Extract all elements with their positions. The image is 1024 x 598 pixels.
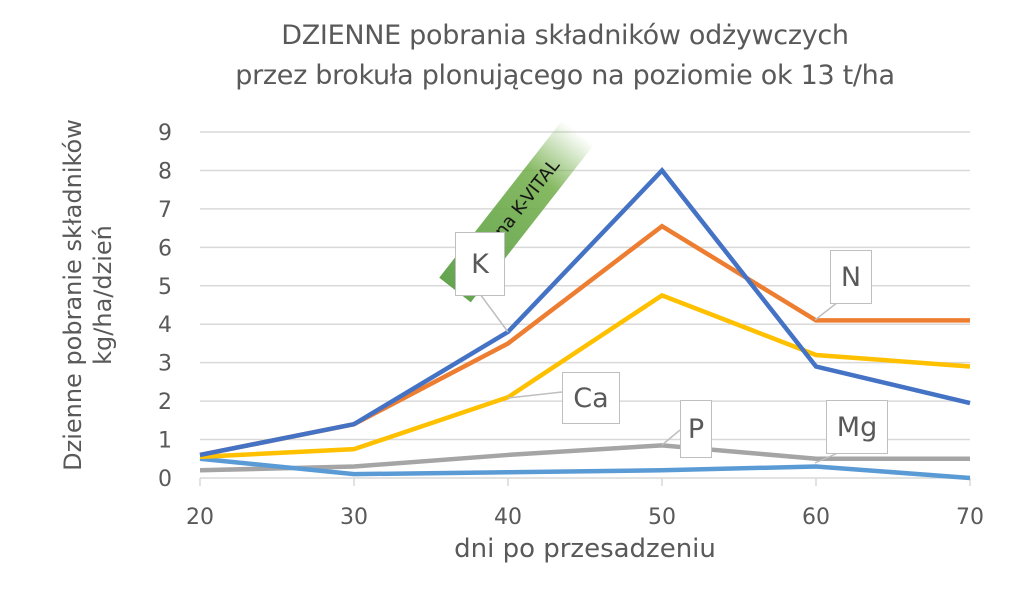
- y-tick-label: 3: [158, 352, 172, 377]
- x-tick-label: 50: [648, 505, 676, 530]
- x-tick-label: 70: [956, 505, 984, 530]
- series-line-p: [199, 443, 970, 473]
- y-tick-label: 2: [158, 390, 172, 415]
- callout-k: K: [455, 232, 505, 296]
- callout-pointer: [479, 293, 509, 333]
- callout-pointer: [814, 301, 839, 321]
- x-tick-label: 20: [186, 505, 214, 530]
- callout-pointer: [661, 429, 681, 446]
- y-tick-label: 9: [158, 121, 172, 146]
- callout-mg: Mg: [826, 400, 888, 454]
- series-line-mg: [199, 456, 971, 481]
- callout-pointer: [507, 391, 563, 399]
- callout-p: P: [680, 400, 712, 458]
- callout-ca: Ca: [562, 372, 620, 424]
- y-tick-label: 5: [158, 275, 172, 300]
- chart-title-line-1: DZIENNE pobrania składników odżywczych: [281, 20, 849, 51]
- chart-title-line-2: przez brokuła plonującego na poziomie ok…: [235, 60, 895, 91]
- chart-title: DZIENNE pobrania składników odżywczych p…: [150, 16, 980, 96]
- x-tick-label: 40: [494, 505, 522, 530]
- y-tick-label: 6: [158, 236, 172, 261]
- callout-n: N: [830, 250, 872, 304]
- y-tick-label: 4: [158, 313, 172, 338]
- x-tick-label: 60: [802, 505, 830, 530]
- y-tick-label: 1: [158, 429, 172, 454]
- y-tick-label: 7: [158, 198, 172, 223]
- series-line-ca: [199, 292, 971, 460]
- y-tick-label: 8: [158, 159, 172, 184]
- y-tick-label: 0: [158, 467, 172, 492]
- series-line-k: [199, 167, 971, 458]
- x-tick-label: 30: [340, 505, 368, 530]
- x-axis-label: dni po przesadzeniu: [454, 534, 716, 564]
